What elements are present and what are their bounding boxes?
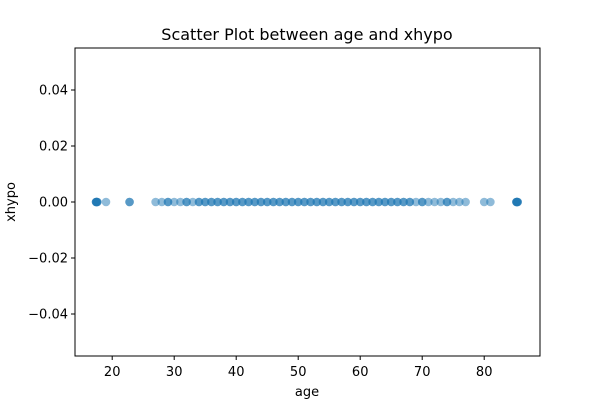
x-axis: 20 30 40 50 60 70 80 <box>104 356 493 380</box>
data-point <box>355 197 365 207</box>
data-point <box>337 197 346 207</box>
x-tick-label: 60 <box>352 365 369 380</box>
data-point <box>163 197 173 207</box>
y-tick-label: −0.02 <box>28 252 68 267</box>
data-point <box>213 197 222 207</box>
data-point <box>455 197 464 207</box>
data-point <box>479 197 489 207</box>
data-point <box>125 197 134 207</box>
data-points <box>91 197 522 207</box>
data-point <box>151 197 160 207</box>
data-point <box>399 197 408 207</box>
y-tick-label: 0.04 <box>39 84 68 99</box>
data-point <box>256 197 266 207</box>
data-point <box>293 197 303 207</box>
data-point <box>207 197 216 207</box>
data-point <box>250 197 260 207</box>
data-point <box>442 197 452 207</box>
data-point <box>324 197 334 207</box>
data-point <box>182 197 191 207</box>
data-point <box>269 197 278 207</box>
data-point <box>486 197 495 207</box>
data-point <box>393 197 402 207</box>
data-point <box>448 197 458 207</box>
data-point <box>306 197 315 207</box>
data-point <box>262 197 272 207</box>
data-point <box>380 197 390 207</box>
y-tick-label: 0.00 <box>39 196 68 211</box>
data-point <box>275 197 284 207</box>
data-point <box>300 197 309 207</box>
data-point <box>312 197 322 207</box>
data-point <box>219 197 229 207</box>
data-point <box>368 197 377 207</box>
y-axis: 0.04 0.02 0.00 −0.02 −0.04 <box>28 84 75 323</box>
data-point <box>417 197 427 207</box>
y-axis-label: xhypo <box>4 182 19 222</box>
data-point <box>405 197 415 207</box>
chart-title: Scatter Plot between age and xhypo <box>161 25 452 44</box>
data-point <box>93 197 102 207</box>
data-point <box>349 197 359 207</box>
data-point <box>200 197 210 207</box>
data-point <box>331 197 340 207</box>
data-point <box>101 197 111 207</box>
y-tick-label: −0.04 <box>28 308 68 323</box>
x-tick-label: 40 <box>228 365 245 380</box>
data-point <box>386 197 396 207</box>
data-point <box>513 197 522 207</box>
x-tick-label: 50 <box>290 365 307 380</box>
data-point <box>238 197 247 207</box>
data-point <box>461 197 470 207</box>
data-point <box>430 197 439 207</box>
x-axis-label: age <box>295 385 319 400</box>
data-point <box>157 197 167 207</box>
data-point <box>188 197 198 207</box>
data-point <box>244 197 253 207</box>
x-tick-label: 70 <box>414 365 431 380</box>
data-point <box>225 197 235 207</box>
x-tick-label: 20 <box>104 365 121 380</box>
data-point <box>436 197 446 207</box>
data-point <box>362 197 371 207</box>
data-point <box>281 197 291 207</box>
x-tick-label: 30 <box>166 365 183 380</box>
data-point <box>343 197 353 207</box>
y-tick-label: 0.02 <box>39 140 68 155</box>
data-point <box>318 197 328 207</box>
data-point <box>169 197 179 207</box>
data-point <box>287 197 297 207</box>
data-point <box>194 197 204 207</box>
data-point <box>176 197 185 207</box>
x-tick-label: 80 <box>476 365 493 380</box>
data-point <box>374 197 384 207</box>
data-point <box>231 197 241 207</box>
data-point <box>411 197 421 207</box>
data-point <box>424 197 433 207</box>
